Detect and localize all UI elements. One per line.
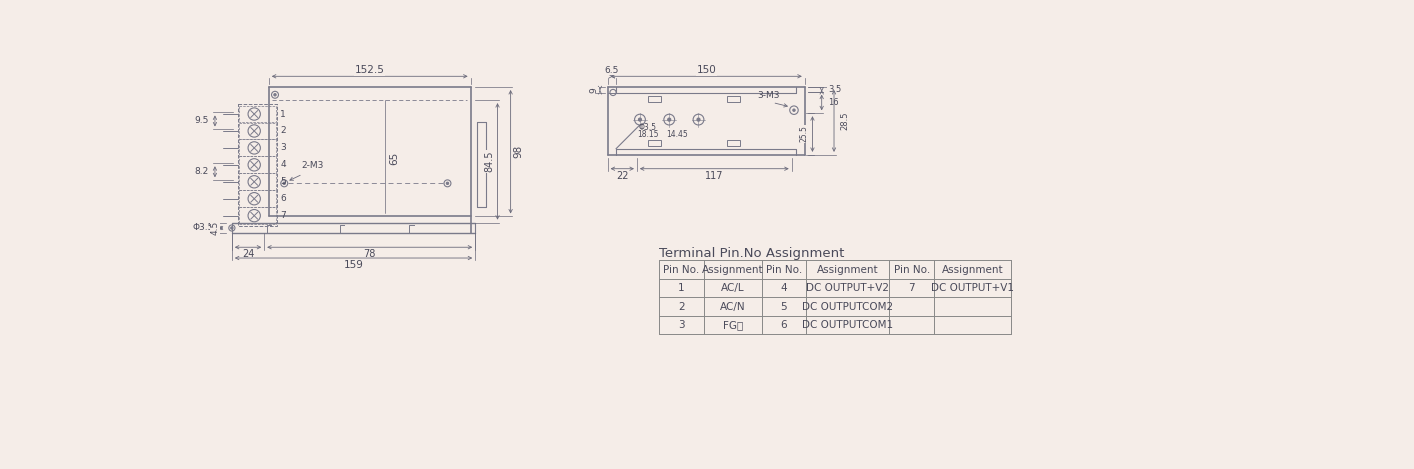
Text: AC/N: AC/N xyxy=(720,302,745,311)
Text: 1: 1 xyxy=(280,110,286,119)
Text: 150: 150 xyxy=(696,65,715,75)
Text: DC OUTPUT+V2: DC OUTPUT+V2 xyxy=(806,283,889,293)
Text: 24: 24 xyxy=(242,249,255,259)
Text: 98: 98 xyxy=(513,145,523,159)
Text: 16: 16 xyxy=(827,98,839,107)
Text: DC OUTPUT+V1: DC OUTPUT+V1 xyxy=(930,283,1014,293)
Text: 2: 2 xyxy=(679,302,684,311)
Text: 3.5: 3.5 xyxy=(827,85,841,94)
Bar xyxy=(239,106,276,122)
Bar xyxy=(239,174,276,190)
Bar xyxy=(727,140,740,146)
Text: 4: 4 xyxy=(280,160,286,169)
Text: Assignment: Assignment xyxy=(817,265,878,274)
Text: 78: 78 xyxy=(363,249,376,259)
Bar xyxy=(239,156,276,174)
Text: 7: 7 xyxy=(908,283,915,293)
Circle shape xyxy=(639,118,642,121)
Text: Pin No.: Pin No. xyxy=(894,265,930,274)
Text: 2: 2 xyxy=(280,127,286,136)
Text: 1: 1 xyxy=(679,283,684,293)
Text: 28.5: 28.5 xyxy=(840,112,850,130)
Text: 9: 9 xyxy=(590,87,598,93)
Text: 8.2: 8.2 xyxy=(195,167,209,176)
Circle shape xyxy=(283,182,286,184)
Text: 7: 7 xyxy=(280,211,286,220)
Text: 4.5: 4.5 xyxy=(211,221,219,235)
Text: Assignment: Assignment xyxy=(942,265,1004,274)
Text: 3: 3 xyxy=(280,144,286,152)
Text: 5: 5 xyxy=(280,177,286,186)
Text: 6: 6 xyxy=(781,320,788,330)
Text: 3: 3 xyxy=(679,320,684,330)
Circle shape xyxy=(697,118,700,121)
Bar xyxy=(239,122,276,139)
Text: 117: 117 xyxy=(706,171,724,181)
Text: 152.5: 152.5 xyxy=(355,65,385,75)
Text: 5: 5 xyxy=(781,302,788,311)
Text: 25.5: 25.5 xyxy=(799,126,809,143)
Bar xyxy=(239,139,276,156)
Text: 159: 159 xyxy=(344,260,363,270)
Text: Pin No.: Pin No. xyxy=(766,265,802,274)
Bar xyxy=(239,190,276,207)
Bar xyxy=(238,104,277,226)
Text: 4: 4 xyxy=(781,283,788,293)
Text: Terminal Pin.No Assignment: Terminal Pin.No Assignment xyxy=(659,247,844,260)
Text: 6: 6 xyxy=(280,194,286,203)
Bar xyxy=(239,207,276,224)
Text: DC OUTPUTCOM2: DC OUTPUTCOM2 xyxy=(802,302,894,311)
Bar xyxy=(648,140,660,146)
Text: Φ3.5: Φ3.5 xyxy=(192,224,214,233)
Text: 22: 22 xyxy=(617,171,628,181)
Circle shape xyxy=(667,118,670,121)
Text: Φ3.5: Φ3.5 xyxy=(639,123,656,132)
Text: 18.15: 18.15 xyxy=(636,129,659,138)
Text: FG⏚: FG⏚ xyxy=(723,320,742,330)
Circle shape xyxy=(793,109,795,111)
Text: 9.5: 9.5 xyxy=(194,116,209,126)
Text: DC OUTPUTCOM1: DC OUTPUTCOM1 xyxy=(802,320,894,330)
Circle shape xyxy=(274,94,276,96)
Text: 84.5: 84.5 xyxy=(485,151,495,172)
Text: 65: 65 xyxy=(390,151,400,165)
Text: 2-M3: 2-M3 xyxy=(301,161,324,170)
Circle shape xyxy=(447,182,448,184)
Text: 14.45: 14.45 xyxy=(666,129,687,138)
Circle shape xyxy=(230,227,233,229)
Text: AC/L: AC/L xyxy=(721,283,745,293)
Text: Assignment: Assignment xyxy=(701,265,764,274)
Bar xyxy=(648,96,660,103)
Text: Pin No.: Pin No. xyxy=(663,265,700,274)
Text: 3-M3: 3-M3 xyxy=(756,91,779,100)
Bar xyxy=(727,96,740,103)
Text: 6.5: 6.5 xyxy=(605,66,619,75)
